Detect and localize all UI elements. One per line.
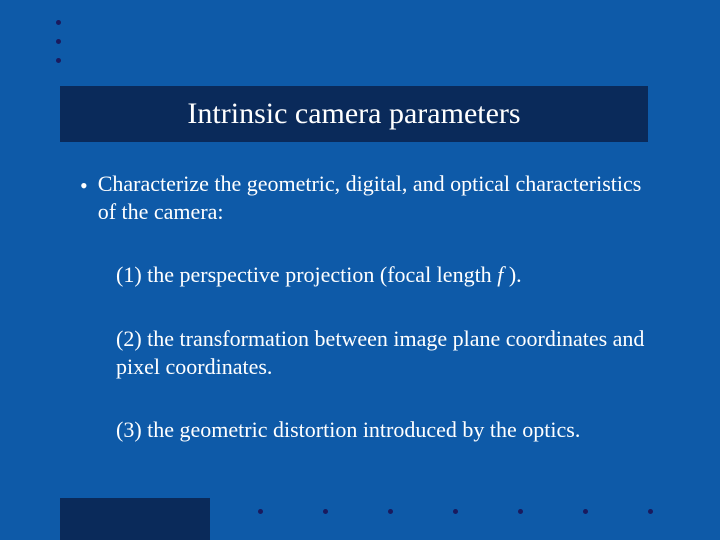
decorative-bottom-block <box>60 498 210 540</box>
item-1-italic: f <box>497 262 509 287</box>
title-bar: Intrinsic camera parameters <box>60 86 648 142</box>
dot-icon <box>56 20 61 25</box>
dot-icon <box>56 58 61 63</box>
item-1-suffix: ). <box>509 262 522 287</box>
item-1-prefix: (1) the perspective projection (focal le… <box>116 262 497 287</box>
list-item: (1) the perspective projection (focal le… <box>116 261 656 289</box>
decorative-dots-top <box>56 20 61 77</box>
dot-icon <box>648 509 653 514</box>
list-item: (2) the transformation between image pla… <box>116 325 656 380</box>
slide-title: Intrinsic camera parameters <box>187 97 520 131</box>
dot-icon <box>453 509 458 514</box>
dot-icon <box>518 509 523 514</box>
main-bullet: • Characterize the geometric, digital, a… <box>80 170 660 225</box>
list-item: (3) the geometric distortion introduced … <box>116 416 656 444</box>
dot-icon <box>388 509 393 514</box>
dot-icon <box>56 39 61 44</box>
item-3-text: (3) the geometric distortion introduced … <box>116 417 580 442</box>
item-2-text: (2) the transformation between image pla… <box>116 326 644 379</box>
bullet-marker: • <box>80 172 88 225</box>
dot-icon <box>258 509 263 514</box>
dot-icon <box>583 509 588 514</box>
bullet-text: Characterize the geometric, digital, and… <box>98 170 660 225</box>
decorative-dots-bottom <box>258 509 713 514</box>
dot-icon <box>323 509 328 514</box>
